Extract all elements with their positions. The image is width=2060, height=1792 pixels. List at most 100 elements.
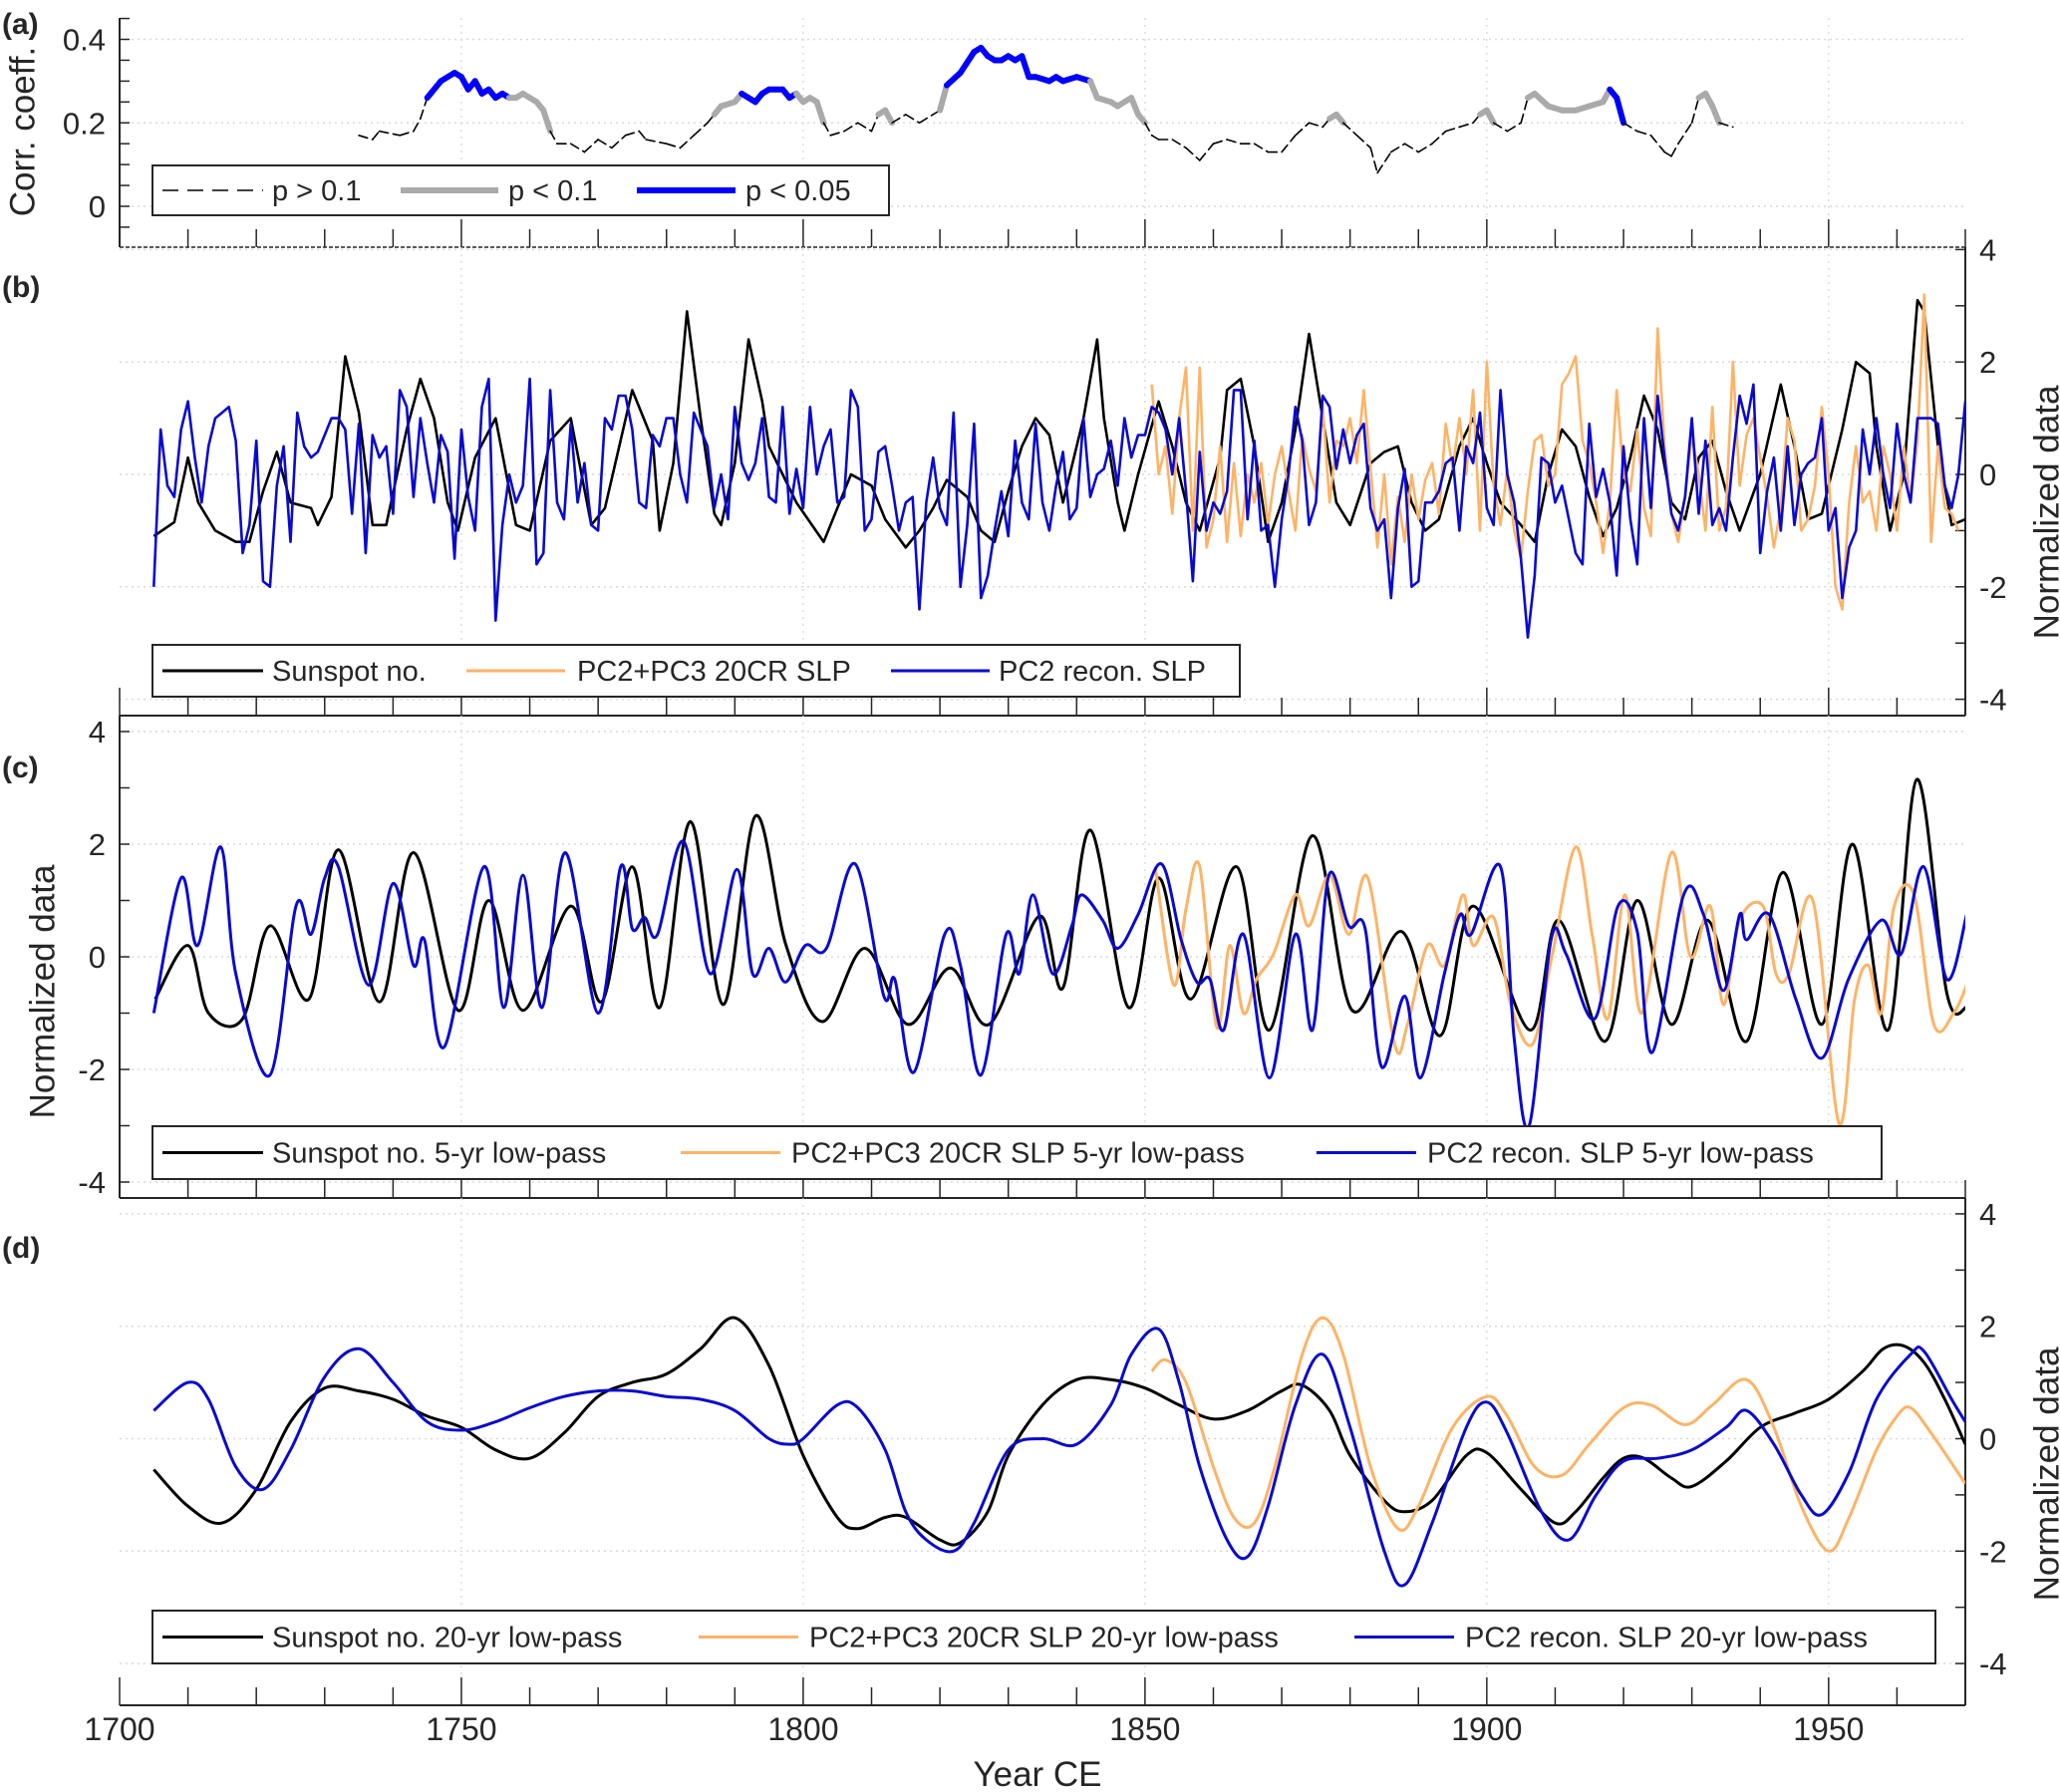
series-line-twentycr <box>1153 845 1965 1126</box>
corr-segment-p-gt-0.1 <box>1403 143 1420 153</box>
legend-box <box>151 1610 1936 1664</box>
corr-segment-p-gt-0.1 <box>1198 143 1215 161</box>
y-tick-label: 4 <box>1979 232 1996 267</box>
legend-label: PC2 recon. SLP 5-yr low-pass <box>1427 1138 1814 1170</box>
corr-segment-p-lt-0.05 <box>1019 53 1032 81</box>
legend-label: p < 0.05 <box>745 175 851 207</box>
corr-segment-p-gt-0.1 <box>1171 139 1187 149</box>
panel-b: 4 2 0 -2 -4 Normalized data (b) Sunspot no. PC2+… <box>2 232 2060 717</box>
legend-label: PC2+PC3 20CR SLP <box>577 656 851 688</box>
corr-segment-p-lt-0.1 <box>937 82 950 114</box>
corr-segment-p-gt-0.1 <box>1492 122 1509 133</box>
series-line-recon <box>151 839 1965 1130</box>
corr-segment-p-lt-0.1 <box>813 99 827 127</box>
corr-segment-p-lt-0.1 <box>1531 90 1552 110</box>
series-line-recon <box>152 377 1965 639</box>
corr-segment-p-lt-0.1 <box>1135 111 1148 127</box>
y-tick-label: -2 <box>78 1052 106 1087</box>
y-tick-label: 0 <box>89 189 106 224</box>
corr-segment-p-lt-0.1 <box>540 107 554 135</box>
x-tick-label: 1700 <box>84 1711 154 1747</box>
x-tick-label: 1950 <box>1793 1711 1864 1747</box>
y-tick-label: -4 <box>1979 683 2007 718</box>
corr-segment-p-gt-0.1 <box>1417 143 1433 153</box>
panel-label: (c) <box>2 751 39 784</box>
plot-area <box>151 777 1965 1130</box>
corr-segment-p-gt-0.1 <box>420 97 429 120</box>
corr-segment-p-gt-0.1 <box>870 114 880 133</box>
corr-segment-p-lt-0.1 <box>1087 78 1100 102</box>
plot-area <box>152 1316 1965 1588</box>
legend-label: PC2+PC3 20CR SLP 20-yr low-pass <box>809 1623 1279 1654</box>
x-tick-label: 1900 <box>1451 1711 1522 1747</box>
corr-segment-p-gt-0.1 <box>1690 97 1700 125</box>
corr-segment-p-gt-0.1 <box>597 139 613 149</box>
panel-c: 4 2 0 -2 -4 Normalized data (c) Sunspot no. 5-y… <box>2 715 1966 1200</box>
corr-segment-p-gt-0.1 <box>569 143 586 153</box>
y-tick-label: 2 <box>89 827 106 862</box>
legend-label: Sunspot no. 5-yr low-pass <box>272 1138 606 1170</box>
corr-segment-p-gt-0.1 <box>693 122 709 137</box>
y-axis-label: Corr. coeff. <box>3 47 42 217</box>
corr-segment-p-lt-0.05 <box>957 49 978 76</box>
corr-segment-p-gt-0.1 <box>371 130 381 141</box>
panel-label: (b) <box>2 271 40 304</box>
corr-segment-p-gt-0.1 <box>1355 135 1372 149</box>
corr-segment-p-gt-0.1 <box>891 114 907 125</box>
corr-segment-p-gt-0.1 <box>1144 122 1153 137</box>
corr-segment-p-gt-0.1 <box>1718 122 1734 129</box>
corr-segment-p-lt-0.05 <box>1614 95 1627 127</box>
x-tick-label: 1850 <box>1109 1711 1180 1747</box>
legend: Sunspot no. PC2+PC3 20CR SLP PC2 recon. SL… <box>151 644 1241 698</box>
series-line-sunspot <box>152 1316 1965 1547</box>
y-tick-label: 0 <box>89 940 106 975</box>
y-tick-label: 0.4 <box>63 23 106 58</box>
y-tick-label: -4 <box>1979 1646 2007 1681</box>
corr-segment-p-gt-0.1 <box>822 122 832 137</box>
series-line-sunspot <box>153 777 1965 1044</box>
series-line-twentycr <box>1150 1316 1965 1553</box>
y-axis-label: Normalized data <box>2027 385 2060 639</box>
legend-label: Sunspot no. 20-yr low-pass <box>272 1623 622 1654</box>
corr-segment-p-gt-0.1 <box>624 130 641 137</box>
y-tick-label: 2 <box>1979 1310 1996 1344</box>
corr-segment-p-gt-0.1 <box>1649 135 1665 153</box>
corr-segment-p-gt-0.1 <box>358 135 374 141</box>
corr-segment-p-gt-0.1 <box>1212 139 1228 145</box>
corr-segment-p-gt-0.1 <box>1622 122 1638 133</box>
corr-segment-p-gt-0.1 <box>1677 122 1693 145</box>
legend-label: Sunspot no. <box>272 656 427 688</box>
legend-box <box>151 644 1241 698</box>
legend: p > 0.1 p < 0.1 p < 0.05 <box>151 164 890 216</box>
corr-segment-p-lt-0.1 <box>1128 95 1142 118</box>
corr-segment-p-gt-0.1 <box>1520 97 1529 125</box>
corr-segment-p-gt-0.1 <box>1253 143 1270 153</box>
series-line-recon <box>152 1327 1965 1588</box>
corr-segment-p-gt-0.1 <box>1390 143 1406 153</box>
corr-segment-p-gt-0.1 <box>856 122 873 133</box>
corr-segment-p-gt-0.1 <box>1308 122 1324 129</box>
corr-segment-p-gt-0.1 <box>399 130 415 137</box>
y-tick-label: 0.2 <box>63 106 106 141</box>
y-tick-label: 4 <box>89 715 106 749</box>
legend-label: p < 0.1 <box>508 175 598 207</box>
corr-segment-p-gt-0.1 <box>1369 147 1378 174</box>
x-axis-label: Year CE <box>973 1755 1101 1792</box>
plot-area <box>152 293 1965 639</box>
corr-segment-p-gt-0.1 <box>583 139 599 153</box>
legend-label: PC2 recon. SLP <box>999 656 1206 688</box>
corr-segment-p-gt-0.1 <box>1670 143 1679 157</box>
x-tick-label: 1750 <box>426 1711 496 1747</box>
corr-segment-p-gt-0.1 <box>611 135 627 149</box>
corr-segment-p-gt-0.1 <box>549 130 558 145</box>
corr-segment-p-gt-0.1 <box>1506 122 1522 133</box>
y-axis-label: Normalized data <box>2027 1346 2060 1601</box>
y-tick-label: 0 <box>1979 457 1996 492</box>
legend-box <box>151 164 890 216</box>
corr-segment-p-gt-0.1 <box>843 122 859 133</box>
corr-segment-p-lt-0.1 <box>882 107 896 127</box>
legend-box <box>151 1125 1883 1180</box>
x-tick-label: 1800 <box>767 1711 838 1747</box>
corr-segment-p-gt-0.1 <box>918 114 935 125</box>
